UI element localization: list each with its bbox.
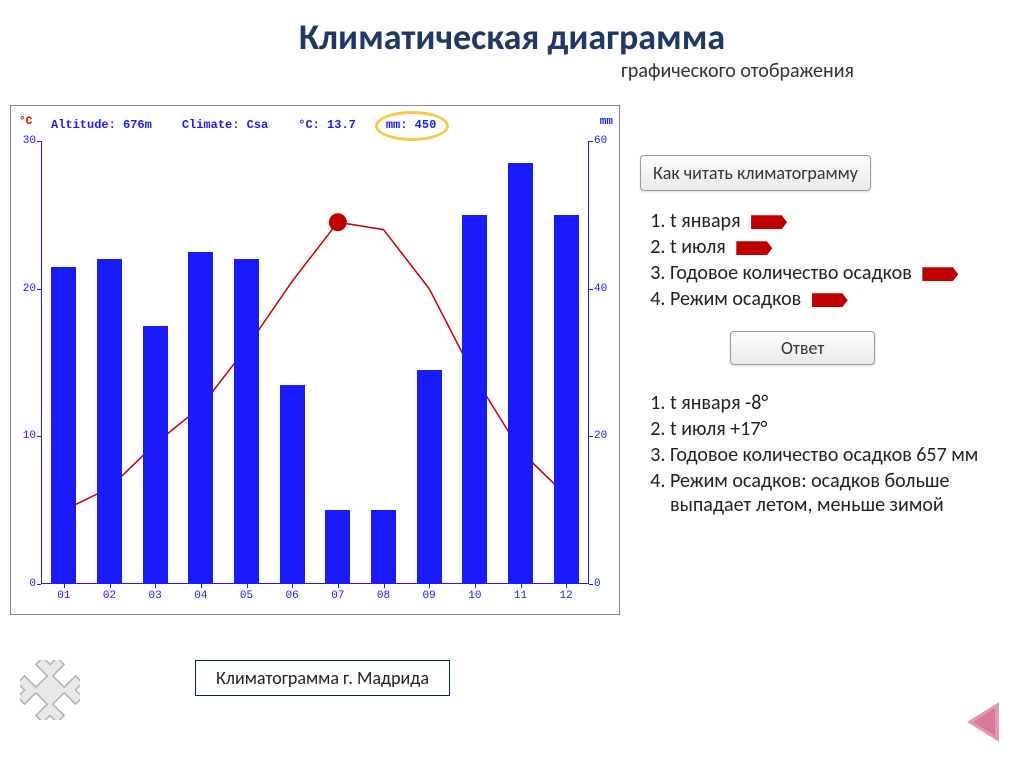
prev-nav-icon[interactable] [967, 702, 999, 742]
answer-list: t января -8°t июля +17°Годовое количеств… [640, 391, 1010, 517]
plot-area: 01020300204060010203040506070809101112 [41, 141, 589, 584]
precip-bar [325, 510, 350, 584]
precip-bar [462, 215, 487, 584]
header-climate: Climate: Csa [182, 118, 268, 132]
precip-bar [143, 326, 168, 584]
highlight-ellipse [375, 111, 449, 141]
x-tick: 02 [103, 590, 116, 602]
y-right-tick: 40 [594, 283, 614, 295]
x-tick: 10 [468, 590, 481, 602]
chart-header: Altitude: 676m Climate: Csa °C: 13.7 mm:… [51, 118, 599, 132]
x-tick: 06 [286, 590, 299, 602]
precip-bar [188, 252, 213, 584]
x-tick: 03 [149, 590, 162, 602]
precip-bar [51, 267, 76, 584]
x-tick: 07 [331, 590, 344, 602]
precip-bar [280, 385, 305, 584]
header-tempavg: °C: 13.7 [298, 118, 356, 132]
x-tick: 04 [194, 590, 207, 602]
y-left-tick: 20 [16, 283, 36, 295]
header-altitude: Altitude: 676m [51, 118, 152, 132]
read-list-item: Режим осадков [670, 287, 1010, 311]
red-tag-icon [922, 267, 958, 281]
temperature-line [41, 141, 589, 584]
x-tick: 12 [560, 590, 573, 602]
legend-button[interactable]: Как читать климатограмму [640, 155, 871, 191]
red-tag-icon [751, 215, 787, 229]
y-left-tick: 30 [16, 135, 36, 147]
y-right-tick: 20 [594, 430, 614, 442]
y-left-tick: 0 [16, 578, 36, 590]
subtitle-fragment: графического отображения [0, 59, 1024, 83]
x-tick: 08 [377, 590, 390, 602]
x-tick: 01 [57, 590, 70, 602]
precip-bar [234, 259, 259, 584]
answer-list-item: t января -8° [670, 391, 1010, 415]
y-left-tick: 10 [16, 430, 36, 442]
read-list-item: Годовое количество осадков [670, 261, 1010, 285]
x-tick: 05 [240, 590, 253, 602]
read-list-item: t января [670, 209, 1010, 233]
answer-button[interactable]: Ответ [730, 331, 875, 365]
answer-list-item: t июля +17° [670, 417, 1010, 441]
chart-caption: Климатограмма г. Мадрида [195, 660, 450, 696]
y-right-tick: 0 [594, 578, 614, 590]
precip-bar [508, 163, 533, 584]
right-panel: Как читать климатограмму t января t июля… [640, 155, 1010, 519]
precip-bar [371, 510, 396, 584]
x-tick: 11 [514, 590, 527, 602]
read-list-item: t июля [670, 235, 1010, 259]
x-tick: 09 [423, 590, 436, 602]
precip-bar [554, 215, 579, 584]
climate-chart: °C mm Altitude: 676m Climate: Csa °C: 13… [10, 105, 620, 615]
precip-bar [97, 259, 122, 584]
answer-list-item: Режим осадков: осадков больше выпадает л… [670, 469, 1010, 517]
answer-list-item: Годовое количество осадков 657 мм [670, 443, 1010, 467]
y-right-label: mm [600, 116, 613, 128]
red-tag-icon [812, 293, 848, 307]
page-title: Климатическая диаграмма [0, 0, 1024, 64]
y-right-tick: 60 [594, 135, 614, 147]
close-icon[interactable] [20, 660, 80, 720]
red-tag-icon [736, 241, 772, 255]
y-left-label: °C [19, 116, 32, 128]
precip-bar [417, 370, 442, 584]
read-list: t января t июля Годовое количество осадк… [640, 209, 1010, 311]
